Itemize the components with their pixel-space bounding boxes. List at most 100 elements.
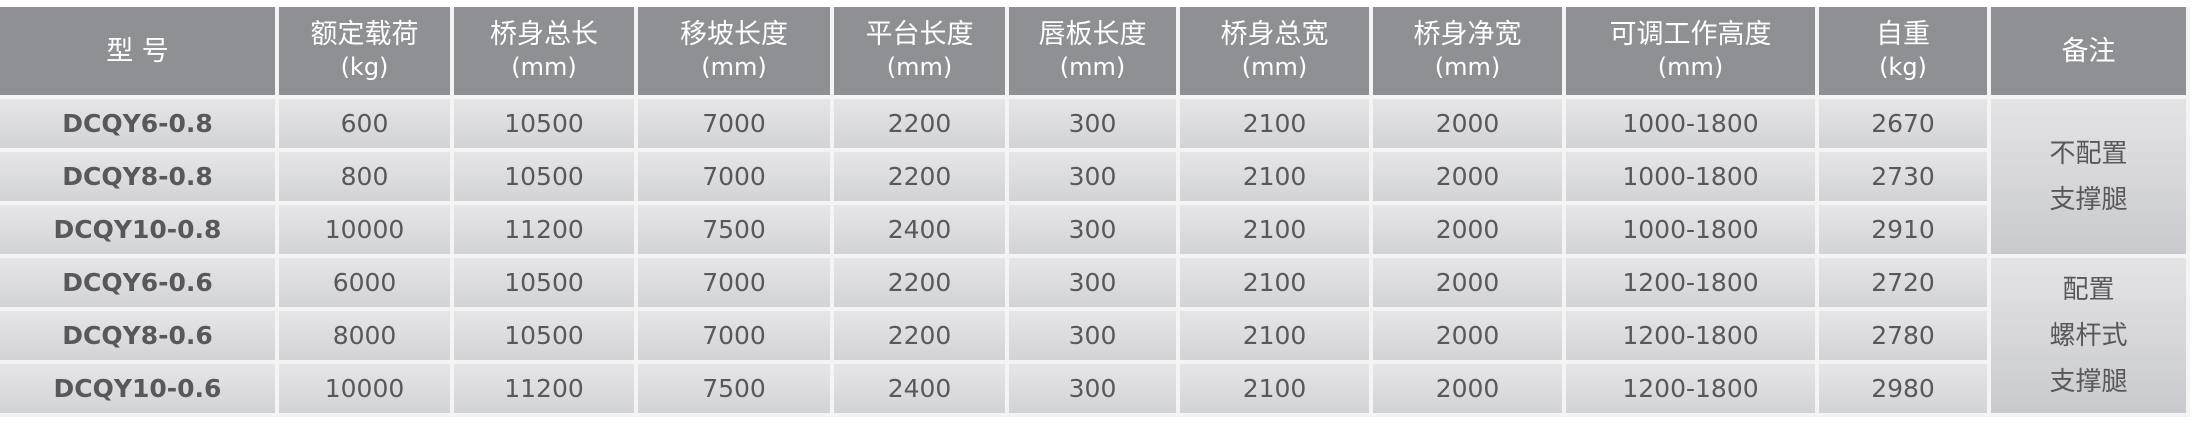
column-header: 额定载荷 (kg)	[275, 7, 454, 99]
value-cell: 10000	[275, 360, 454, 417]
value-cell: 7000	[634, 254, 834, 311]
value-cell: 1000-1800	[1562, 201, 1819, 258]
header-unit: (mm)	[1241, 53, 1308, 81]
table-row: DCQY6-0.6 6000 10500 7000 2200 300 2100 2000 120…	[0, 254, 2190, 417]
header-label: 型 号	[106, 35, 169, 67]
note-cell: 不配置 支撑腿	[1987, 95, 2190, 258]
value-cell: 2000	[1369, 254, 1566, 311]
value-cell: 2720	[1815, 254, 1991, 311]
value-cell: 800	[275, 148, 454, 205]
column-header: 桥身总宽 (mm)	[1176, 7, 1373, 99]
value-cell: 2100	[1176, 360, 1373, 417]
note-line: 支撑腿	[2049, 366, 2128, 397]
value-cell: 7000	[634, 148, 834, 205]
value-cell: 2200	[830, 148, 1009, 205]
header-unit: (mm)	[1059, 53, 1126, 81]
column-header: 可调工作高度 (mm)	[1562, 7, 1819, 99]
column-header: 备注	[1987, 7, 2190, 99]
note-line: 配置	[2062, 274, 2115, 305]
value-cell: 2100	[1176, 254, 1373, 311]
column-header: 桥身净宽 (mm)	[1369, 7, 1566, 99]
value-cell: 2100	[1176, 307, 1373, 364]
value-cell: 2000	[1369, 148, 1566, 205]
value-cell: 10500	[450, 95, 638, 152]
table-row: DCQY10-0.6 10000 11200 7500 2400 300 2100 2000 1…	[0, 360, 2188, 417]
value-cell: 2100	[1176, 95, 1373, 152]
value-cell: 300	[1005, 95, 1180, 152]
value-cell: 2200	[830, 307, 1009, 364]
value-cell: 2100	[1176, 148, 1373, 205]
header-label: 唇板长度	[1038, 19, 1147, 50]
value-cell: 6000	[275, 254, 454, 311]
table-row: DCQY8-0.8 800 10500 7000 2200 300 2100 2000 1000…	[0, 148, 2188, 205]
value-cell: 2000	[1369, 307, 1566, 364]
value-cell: 7000	[634, 307, 834, 364]
value-cell: 2100	[1176, 201, 1373, 258]
value-cell: 300	[1005, 307, 1180, 364]
value-cell: 2200	[830, 254, 1009, 311]
header-label: 可调工作高度	[1609, 19, 1772, 50]
value-cell: 11200	[450, 360, 638, 417]
column-header: 唇板长度 (mm)	[1005, 7, 1180, 99]
model-cell: DCQY10-0.8	[0, 201, 279, 258]
value-cell: 300	[1005, 201, 1180, 258]
header-label: 平台长度	[865, 19, 974, 50]
value-cell: 10000	[275, 201, 454, 258]
value-cell: 300	[1005, 254, 1180, 311]
note-line: 不配置	[2049, 138, 2128, 169]
header-label: 额定载荷	[310, 19, 419, 50]
header-label: 备注	[2061, 35, 2116, 67]
column-header: 型 号	[0, 7, 279, 99]
model-cell: DCQY6-0.8	[0, 95, 279, 152]
value-cell: 10500	[450, 148, 638, 205]
value-cell: 2200	[830, 95, 1009, 152]
header-unit: (mm)	[511, 53, 577, 81]
value-cell: 2780	[1815, 307, 1991, 364]
value-cell: 1200-1800	[1562, 360, 1819, 417]
header-label: 桥身净宽	[1413, 19, 1522, 50]
table-row: DCQY6-0.8 600 10500 7000 2200 300 2100 2000 1000…	[0, 95, 2190, 258]
value-cell: 2400	[830, 360, 1009, 417]
value-cell: 1000-1800	[1562, 148, 1819, 205]
header-unit: (mm)	[701, 53, 767, 81]
header-unit: (mm)	[886, 53, 953, 81]
value-cell: 10500	[450, 307, 638, 364]
table-row: DCQY8-0.6 8000 10500 7000 2200 300 2100 2000 120…	[0, 307, 2188, 364]
header-unit: (mm)	[1657, 53, 1724, 81]
value-cell: 2000	[1369, 95, 1566, 152]
value-cell: 2000	[1369, 201, 1566, 258]
value-cell: 2670	[1815, 95, 1991, 152]
value-cell: 2400	[830, 201, 1009, 258]
column-header: 桥身总长 (mm)	[450, 7, 638, 99]
model-cell: DCQY10-0.6	[0, 360, 279, 417]
note-line: 支撑腿	[2049, 184, 2128, 215]
value-cell: 2980	[1815, 360, 1991, 417]
value-cell: 1000-1800	[1562, 95, 1819, 152]
header-row: 型 号 额定载荷 (kg) 桥身总长 (mm) 移坡长度 (mm) 平台长度 (mm) 唇板长度 (…	[0, 7, 2190, 99]
value-cell: 1200-1800	[1562, 307, 1819, 364]
column-header: 自重 (kg)	[1815, 7, 1991, 99]
value-cell: 7500	[634, 360, 834, 417]
value-cell: 7500	[634, 201, 834, 258]
value-cell: 300	[1005, 148, 1180, 205]
note-line: 螺杆式	[2049, 320, 2128, 351]
header-label: 桥身总宽	[1220, 19, 1329, 50]
header-label: 桥身总长	[490, 19, 598, 50]
spec-table: 型 号 额定载荷 (kg) 桥身总长 (mm) 移坡长度 (mm) 平台长度 (mm) 唇板长度 (…	[0, 7, 2190, 417]
value-cell: 1200-1800	[1562, 254, 1819, 311]
value-cell: 600	[275, 95, 454, 152]
value-cell: 300	[1005, 360, 1180, 417]
column-header: 平台长度 (mm)	[830, 7, 1009, 99]
header-label: 自重	[1876, 19, 1930, 50]
value-cell: 2000	[1369, 360, 1566, 417]
value-cell: 10500	[450, 254, 638, 311]
header-unit: (kg)	[340, 53, 389, 81]
header-unit: (mm)	[1434, 53, 1501, 81]
model-cell: DCQY8-0.6	[0, 307, 279, 364]
value-cell: 8000	[275, 307, 454, 364]
model-cell: DCQY8-0.8	[0, 148, 279, 205]
value-cell: 2910	[1815, 201, 1991, 258]
model-cell: DCQY6-0.6	[0, 254, 279, 311]
column-header: 移坡长度 (mm)	[634, 7, 834, 99]
note-cell: 配置 螺杆式 支撑腿	[1987, 254, 2190, 417]
